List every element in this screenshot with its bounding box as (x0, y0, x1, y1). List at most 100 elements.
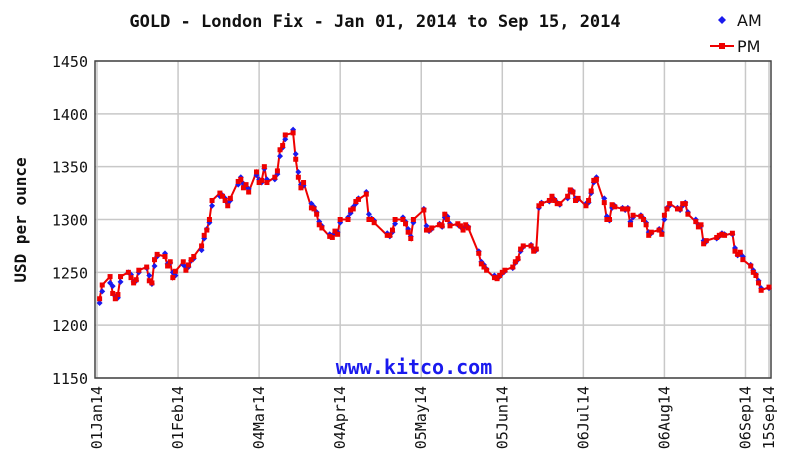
data-point (661, 212, 667, 218)
data-point (220, 193, 226, 199)
data-point (183, 267, 189, 273)
data-point (353, 199, 359, 205)
data-point (729, 230, 735, 236)
data-point (583, 203, 589, 209)
data-point (117, 278, 124, 285)
data-point (499, 269, 505, 275)
y-tick-label: 1300 (52, 212, 88, 230)
data-point (612, 204, 618, 210)
data-point (363, 191, 369, 197)
data-point (227, 195, 233, 201)
data-point (112, 296, 118, 302)
data-point (133, 277, 139, 283)
legend-marker (718, 16, 726, 24)
data-point (167, 259, 173, 265)
data-point (209, 197, 215, 203)
data-point (740, 257, 746, 263)
data-point (481, 264, 487, 270)
data-point (199, 243, 205, 249)
data-point (217, 190, 223, 196)
data-point (97, 296, 103, 302)
data-point (758, 287, 764, 293)
y-tick-label: 1450 (52, 53, 88, 71)
data-point (539, 201, 545, 207)
data-point (646, 232, 652, 238)
data-point (301, 180, 307, 186)
data-point (387, 232, 393, 238)
data-point (491, 275, 497, 281)
data-point (593, 176, 599, 182)
x-tick-label: 06Aug14 (655, 386, 673, 449)
data-point (131, 280, 137, 286)
data-point (392, 220, 399, 227)
data-point (369, 217, 375, 222)
data-point (295, 168, 302, 175)
data-point (604, 217, 610, 222)
plot-frame (94, 60, 772, 379)
y-tick-label: 1150 (52, 370, 88, 388)
data-point (261, 164, 267, 170)
x-tick-label: 04Apr14 (331, 386, 349, 449)
data-point (643, 222, 649, 228)
data-point (136, 267, 142, 273)
data-point (531, 248, 537, 254)
data-point (520, 243, 526, 249)
data-point (714, 234, 720, 240)
data-point (588, 188, 594, 194)
legend-label: AM (737, 11, 762, 30)
data-point (515, 256, 521, 262)
data-point (442, 211, 448, 217)
data-point (371, 220, 377, 226)
legend-marker (719, 43, 725, 49)
y-tick-label: 1350 (52, 159, 88, 177)
data-point (536, 203, 542, 209)
data-point (659, 231, 665, 237)
data-point (484, 267, 490, 273)
data-point (128, 275, 134, 281)
data-point (225, 203, 231, 209)
data-point (756, 280, 762, 286)
data-point (625, 206, 631, 212)
data-point (389, 227, 395, 233)
data-point (439, 223, 445, 229)
data-point (677, 206, 683, 212)
data-point (557, 201, 563, 207)
data-point (191, 253, 197, 259)
data-point (565, 193, 571, 199)
data-point (308, 205, 314, 211)
data-point (165, 263, 171, 269)
y-tick-label: 1250 (52, 264, 88, 282)
data-point (444, 217, 450, 222)
data-point (620, 206, 626, 212)
watermark: www.kitco.com (336, 355, 493, 379)
data-point (172, 268, 178, 274)
data-point (601, 200, 607, 206)
x-tick-label: 06Jul14 (574, 386, 592, 449)
data-point (96, 299, 103, 306)
data-point (204, 227, 210, 233)
data-point (107, 274, 113, 280)
data-point (429, 225, 435, 231)
chart-title: GOLD - London Fix - Jan 01, 2014 to Sep … (129, 12, 620, 32)
data-point (198, 247, 205, 254)
data-point (685, 211, 691, 217)
data-point (423, 222, 430, 229)
x-tick-label: 06Sep14 (736, 386, 754, 449)
data-point (570, 189, 576, 195)
data-point (235, 178, 241, 184)
data-point (586, 197, 592, 203)
data-point (460, 227, 466, 233)
data-point (327, 233, 333, 239)
data-point (337, 217, 343, 222)
y-axis-label: USD per ounce (11, 157, 30, 282)
data-point (567, 187, 573, 193)
data-point (426, 227, 432, 233)
y-tick-label: 1400 (52, 106, 88, 124)
series-line (98, 131, 770, 301)
data-point (240, 185, 246, 191)
data-point (246, 189, 252, 195)
x-tick-label: 04Mar14 (250, 386, 268, 449)
data-point (638, 213, 644, 219)
data-point (329, 234, 335, 240)
